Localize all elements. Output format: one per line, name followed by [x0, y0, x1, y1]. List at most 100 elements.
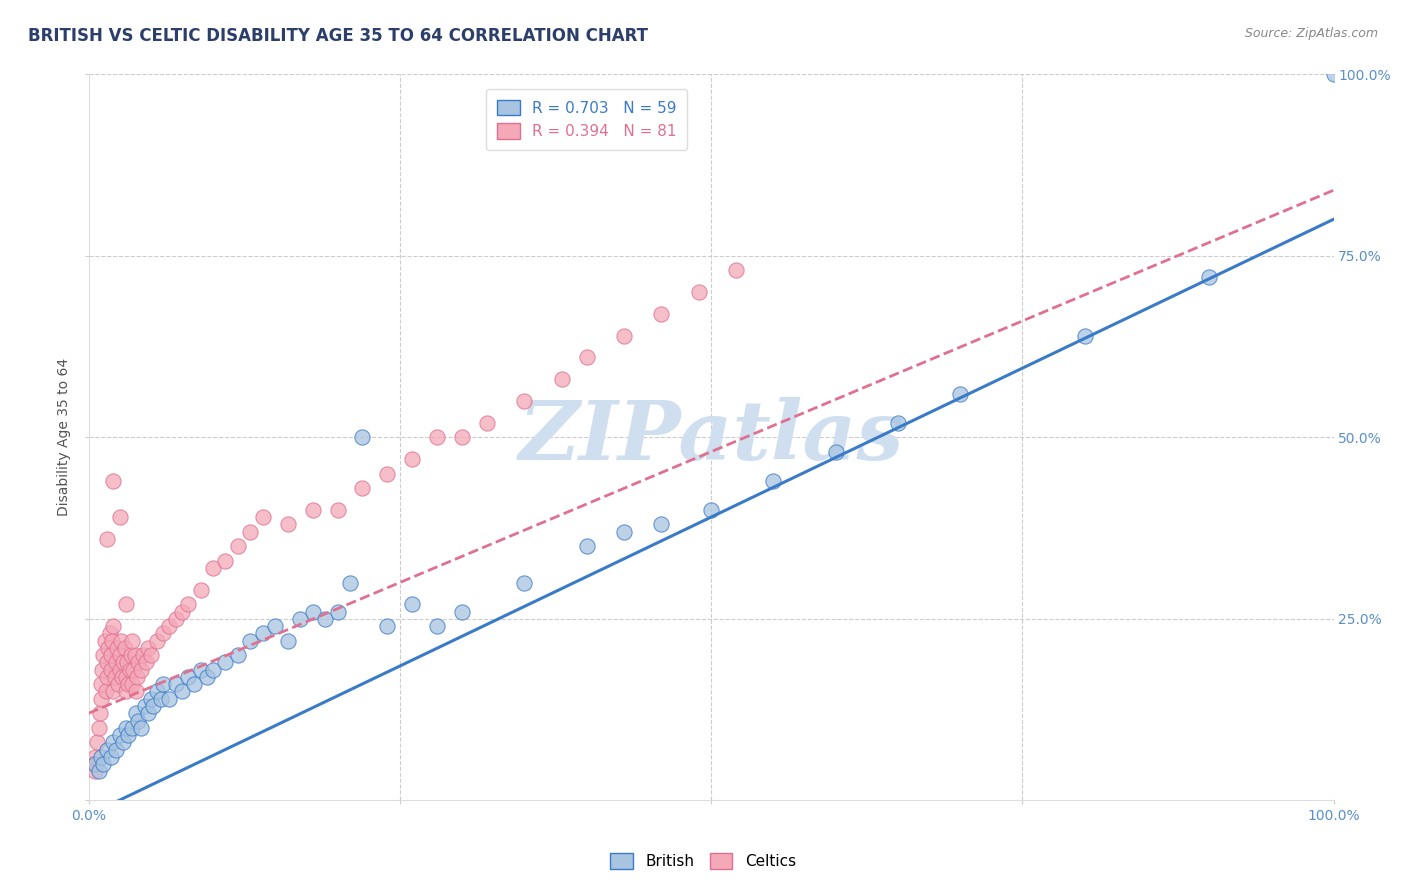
Point — [513, 393, 536, 408]
Point — [124, 648, 146, 662]
Point — [575, 539, 598, 553]
Point — [152, 626, 174, 640]
Point — [135, 656, 157, 670]
Point — [101, 633, 124, 648]
Point — [93, 648, 115, 662]
Point — [96, 742, 118, 756]
Point — [451, 605, 474, 619]
Text: ZIPatlas: ZIPatlas — [519, 397, 904, 477]
Point — [149, 691, 172, 706]
Point — [90, 691, 112, 706]
Point — [82, 757, 104, 772]
Point — [115, 670, 138, 684]
Point — [91, 663, 114, 677]
Point — [170, 605, 193, 619]
Point — [115, 721, 138, 735]
Point — [339, 575, 361, 590]
Point — [104, 670, 127, 684]
Point — [165, 677, 187, 691]
Point — [103, 735, 125, 749]
Point — [108, 648, 131, 662]
Point — [90, 750, 112, 764]
Point — [100, 663, 122, 677]
Point — [103, 684, 125, 698]
Point — [127, 670, 149, 684]
Point — [183, 677, 205, 691]
Point — [108, 510, 131, 524]
Y-axis label: Disability Age 35 to 64: Disability Age 35 to 64 — [58, 359, 72, 516]
Point — [127, 714, 149, 728]
Point — [277, 633, 299, 648]
Point — [159, 619, 181, 633]
Point — [100, 750, 122, 764]
Point — [112, 656, 135, 670]
Point — [214, 554, 236, 568]
Point — [90, 677, 112, 691]
Point — [352, 481, 374, 495]
Point — [83, 757, 105, 772]
Point — [887, 416, 910, 430]
Point — [100, 648, 122, 662]
Point — [170, 684, 193, 698]
Point — [190, 582, 212, 597]
Point — [401, 452, 423, 467]
Point — [475, 416, 498, 430]
Point — [97, 640, 120, 655]
Point — [93, 757, 115, 772]
Point — [451, 430, 474, 444]
Point — [252, 510, 274, 524]
Point — [117, 677, 139, 691]
Point — [98, 626, 121, 640]
Point — [688, 285, 710, 299]
Point — [115, 597, 138, 611]
Point — [613, 524, 636, 539]
Point — [724, 263, 747, 277]
Point — [114, 640, 136, 655]
Point — [129, 663, 152, 677]
Point — [111, 670, 134, 684]
Legend: R = 0.703   N = 59, R = 0.394   N = 81: R = 0.703 N = 59, R = 0.394 N = 81 — [486, 89, 688, 150]
Point — [700, 503, 723, 517]
Point — [142, 698, 165, 713]
Point — [202, 561, 225, 575]
Point — [326, 605, 349, 619]
Point — [121, 633, 143, 648]
Text: BRITISH VS CELTIC DISABILITY AGE 35 TO 64 CORRELATION CHART: BRITISH VS CELTIC DISABILITY AGE 35 TO 6… — [28, 27, 648, 45]
Point — [125, 706, 148, 721]
Point — [93, 633, 115, 648]
Point — [650, 517, 672, 532]
Point — [177, 597, 200, 611]
Point — [103, 474, 125, 488]
Point — [108, 728, 131, 742]
Point — [1198, 270, 1220, 285]
Point — [277, 517, 299, 532]
Point — [87, 764, 110, 779]
Point — [375, 619, 398, 633]
Point — [122, 663, 145, 677]
Point — [650, 307, 672, 321]
Point — [115, 656, 138, 670]
Point — [239, 524, 262, 539]
Point — [104, 656, 127, 670]
Point — [1073, 328, 1095, 343]
Point — [139, 691, 162, 706]
Point — [226, 539, 249, 553]
Point — [513, 575, 536, 590]
Point — [165, 612, 187, 626]
Point — [195, 670, 218, 684]
Point — [117, 728, 139, 742]
Point — [83, 764, 105, 779]
Point — [136, 640, 159, 655]
Point — [89, 706, 111, 721]
Point — [824, 444, 846, 458]
Point — [762, 474, 785, 488]
Point — [326, 503, 349, 517]
Point — [352, 430, 374, 444]
Point — [146, 633, 169, 648]
Point — [118, 663, 141, 677]
Point — [107, 677, 129, 691]
Point — [139, 648, 162, 662]
Point — [226, 648, 249, 662]
Point — [129, 721, 152, 735]
Point — [121, 677, 143, 691]
